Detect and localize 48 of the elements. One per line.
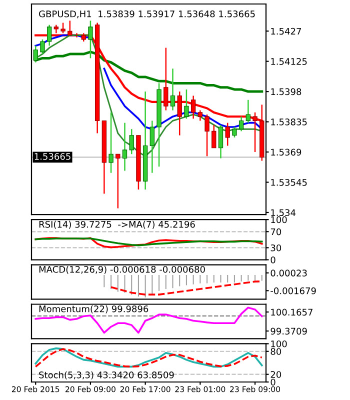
y-tick-label: 1.5369 — [271, 148, 302, 156]
candlestick — [190, 95, 196, 120]
y-tick-label: 1.53835 — [271, 118, 307, 126]
ref-line-label: 1.53665 — [34, 153, 70, 160]
chart-title: Momentum(22) 99.9896 — [39, 305, 148, 314]
y-tick-label: 100.1657 — [271, 308, 312, 316]
y-tick-label: 100 — [271, 216, 287, 224]
candlestick — [170, 68, 176, 111]
candlestick — [238, 116, 244, 132]
candlestick — [108, 112, 114, 174]
candlestick — [198, 110, 203, 122]
y-tick-label: 80 — [270, 348, 282, 355]
y-tick-label: 1.5427 — [271, 28, 301, 35]
candlestick — [122, 122, 128, 172]
y-tick-label: 20 — [270, 371, 282, 378]
y-tick-label: 0.00023 — [270, 270, 307, 276]
y-tick-label: 30 — [270, 244, 282, 252]
y-tick-label: 0 — [270, 378, 276, 386]
candlestick — [164, 47, 168, 111]
y-tick-label: 1.54125 — [271, 58, 307, 65]
y-tick-label: 1.5398 — [271, 88, 302, 96]
candlestick — [88, 20, 93, 59]
candlestick — [46, 24, 52, 46]
candlestick — [225, 122, 230, 146]
y-tick-label: 99.3709 — [270, 328, 307, 335]
text: GBPUSD,H1 1.53839 1.53917 1.53648 1.53665 — [39, 10, 255, 18]
candlestick — [218, 124, 224, 159]
candlestick — [40, 38, 45, 55]
chart-title: MACD(12,26,9) -0.000618 -0.000680 — [39, 266, 205, 274]
y-tick-label: -0.001679 — [270, 287, 316, 294]
candlestick — [150, 120, 155, 174]
candlestick — [212, 124, 216, 148]
y-tick-label: 70 — [270, 228, 282, 236]
chart-title: RSI(14) 39.7275 ->MA(7) 45.2196 — [39, 220, 195, 229]
candlestick — [129, 128, 134, 155]
line-series — [34, 306, 263, 334]
y-tick-label: 100 — [271, 340, 287, 348]
y-tick-label: 1.53545 — [271, 178, 307, 186]
candlestick — [116, 153, 120, 209]
candlestick — [232, 126, 237, 138]
y-tick-label: 1.534 — [271, 209, 296, 216]
candlestick — [33, 45, 38, 63]
text: Stoch(5,3,3) 43.3420 63.8509 — [39, 371, 174, 380]
candlestick — [204, 114, 210, 157]
line-series — [34, 50, 264, 93]
candlestick — [246, 99, 251, 124]
y-tick-label: 0 — [270, 256, 276, 264]
candlestick — [184, 88, 189, 120]
